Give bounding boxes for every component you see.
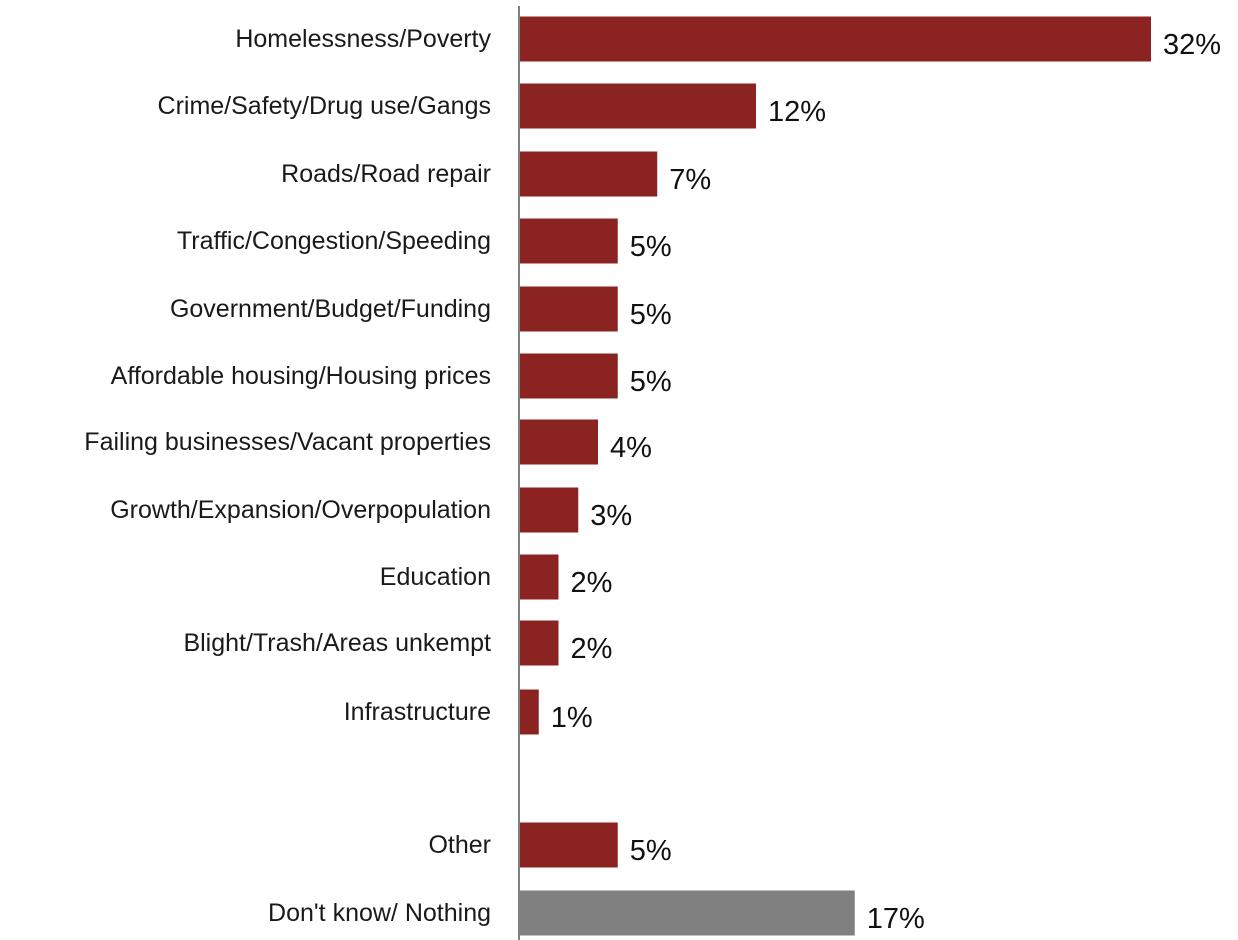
value-labels-group: 32% 12% 7% 5% 5% 5% 4% 3% 2% 2% 1% 5% 17% [551, 29, 1221, 935]
bar-roads-road-repair [519, 151, 658, 197]
bar-other [519, 822, 618, 868]
category-label-crime-safety-drug-use-gangs: Crime/Safety/Drug use/Gangs [158, 92, 491, 120]
bar-education [519, 554, 559, 600]
category-label-government-budget-funding: Government/Budget/Funding [170, 295, 491, 323]
value-label-traffic-congestion-speeding: 5% [630, 231, 672, 263]
category-label-don-t-know-nothing: Don't know/ Nothing [268, 899, 491, 927]
value-label-other: 5% [630, 835, 672, 867]
value-label-affordable-housing-housing-prices: 5% [630, 366, 672, 398]
bar-homelessness-poverty [519, 16, 1151, 62]
value-label-government-budget-funding: 5% [630, 299, 672, 331]
category-label-infrastructure: Infrastructure [344, 698, 491, 726]
category-label-homelessness-poverty: Homelessness/Poverty [235, 25, 491, 53]
bar-don-t-know-nothing [519, 890, 855, 936]
value-label-education: 2% [571, 567, 613, 599]
category-label-blight-trash-areas-unkempt: Blight/Trash/Areas unkempt [183, 629, 491, 657]
bar-affordable-housing-housing-prices [519, 353, 618, 399]
value-label-blight-trash-areas-unkempt: 2% [571, 633, 613, 665]
bars-group [519, 16, 1151, 936]
bar-blight-trash-areas-unkempt [519, 620, 559, 666]
value-label-homelessness-poverty: 32% [1163, 29, 1221, 61]
bar-traffic-congestion-speeding [519, 218, 618, 264]
category-label-affordable-housing-housing-prices: Affordable housing/Housing prices [111, 362, 491, 390]
value-label-crime-safety-drug-use-gangs: 12% [768, 96, 826, 128]
bar-growth-expansion-overpopulation [519, 487, 579, 533]
value-label-growth-expansion-overpopulation: 3% [590, 500, 632, 532]
category-label-failing-businesses-vacant-properties: Failing businesses/Vacant properties [84, 428, 491, 456]
category-label-roads-road-repair: Roads/Road repair [281, 160, 491, 188]
bar-government-budget-funding [519, 286, 618, 332]
bar-infrastructure [519, 689, 539, 735]
bar-crime-safety-drug-use-gangs [519, 83, 756, 129]
value-label-failing-businesses-vacant-properties: 4% [610, 432, 652, 464]
category-labels-group: Homelessness/Poverty Crime/Safety/Drug us… [84, 25, 491, 927]
category-label-growth-expansion-overpopulation: Growth/Expansion/Overpopulation [110, 496, 491, 524]
bar-failing-businesses-vacant-properties [519, 419, 598, 465]
value-label-roads-road-repair: 7% [669, 164, 711, 196]
category-label-other: Other [428, 831, 491, 859]
value-label-don-t-know-nothing: 17% [867, 903, 925, 935]
category-label-education: Education [380, 563, 491, 591]
category-label-traffic-congestion-speeding: Traffic/Congestion/Speeding [177, 227, 491, 255]
value-label-infrastructure: 1% [551, 702, 593, 734]
